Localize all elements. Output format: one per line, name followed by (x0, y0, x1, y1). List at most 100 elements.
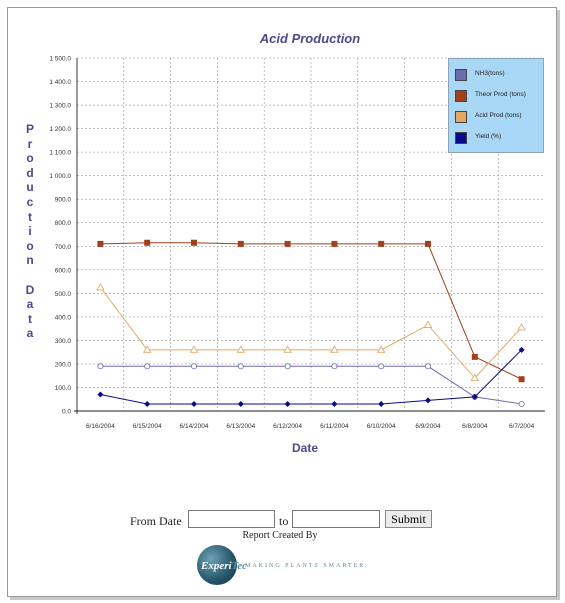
y-tick-label: 1 500.0 (49, 56, 71, 63)
x-tick-labels: 6/16/2004 6/15/2004 6/14/2004 6/13/2004 6/12… (86, 423, 535, 430)
y-tick-labels: 0.0 100.0 200.0 300.0 400.0 500.0 600.0 700.0 80… (49, 56, 71, 416)
to-date-input[interactable] (292, 510, 380, 528)
data-point (425, 240, 431, 247)
submit-button[interactable]: Submit (385, 510, 432, 528)
y-tick-label: 100.0 (55, 385, 72, 392)
x-tick-label: 6/8/2004 (462, 423, 488, 430)
y-tick-label: 400.0 (55, 314, 72, 321)
logo-name-accent: Tec (231, 560, 248, 572)
legend-swatch-yield (455, 132, 467, 144)
data-point (236, 345, 246, 353)
axes (74, 58, 545, 414)
data-point (517, 323, 526, 331)
data-point (331, 400, 338, 407)
y-tick-label: 1 300.0 (49, 103, 71, 110)
data-point (518, 346, 525, 353)
data-point (97, 391, 104, 398)
y-tick-label: 300.0 (55, 338, 72, 345)
x-tick-label: 6/12/2004 (273, 423, 302, 430)
series (96, 239, 526, 407)
series-1 (97, 239, 525, 383)
chart-title: Acid Production (259, 31, 361, 46)
legend: NH3(tons) Theor Prod (tons) Acid Prod (t… (448, 58, 544, 153)
report-credit: Report Created By (242, 530, 318, 541)
y-tick-label: 1 100.0 (49, 150, 71, 157)
legend-swatch-theor-prod (455, 90, 467, 102)
y-tick-label: 800.0 (55, 220, 72, 227)
data-point (425, 397, 431, 404)
y-tick-label: 600.0 (55, 267, 72, 274)
data-point (284, 363, 291, 370)
data-point (144, 239, 151, 246)
data-point (424, 363, 431, 370)
data-point (423, 320, 433, 329)
logo-tagline: MAKING PLANTS SMARTER (245, 563, 366, 569)
data-point (330, 345, 339, 353)
x-tick-label: 6/7/2004 (509, 423, 535, 430)
data-point (142, 345, 152, 353)
legend-swatch-nh3 (455, 69, 467, 81)
globe-icon (197, 545, 237, 585)
data-point (237, 240, 244, 247)
data-point (97, 363, 104, 370)
series-line (100, 287, 522, 379)
data-point (378, 400, 385, 407)
legend-label-yield: Yield (%) (475, 133, 502, 140)
data-point (144, 400, 151, 407)
y-tick-label: 500.0 (55, 291, 72, 298)
data-point (376, 345, 386, 353)
data-point (471, 353, 478, 360)
data-point (471, 393, 478, 400)
y-tick-label: 700.0 (55, 244, 72, 251)
data-point (191, 400, 197, 407)
x-tick-label: 6/11/2004 (320, 423, 349, 430)
x-tick-label: 6/15/2004 (133, 423, 162, 430)
data-point (237, 400, 244, 407)
data-point (331, 240, 338, 247)
data-point (470, 373, 480, 382)
series-line (100, 365, 522, 405)
legend-label-theor-prod: Theor Prod (tons) (475, 91, 526, 98)
x-tick-label: 6/13/2004 (226, 423, 255, 430)
data-point (144, 363, 151, 370)
data-point (283, 345, 292, 353)
logo-name-main: Experi (201, 560, 232, 572)
data-point (237, 363, 244, 370)
x-tick-label: 6/14/2004 (180, 423, 209, 430)
from-date-label: From Date (130, 514, 182, 528)
series-2 (96, 283, 526, 382)
legend-label-acid-prod: Acid Prod (tons) (475, 112, 522, 119)
data-point (97, 240, 104, 247)
data-point (378, 240, 385, 247)
data-point (518, 400, 525, 407)
y-axis-label: P r o d u c t i o n D a t a (25, 122, 35, 341)
data-point (518, 376, 525, 383)
x-axis-label: Date (291, 441, 318, 455)
y-tick-label: 0.0 (62, 409, 71, 416)
y-tick-label: 1 400.0 (49, 79, 71, 86)
x-tick-label: 6/10/2004 (367, 423, 396, 430)
from-date-input[interactable] (188, 510, 275, 528)
data-point (189, 345, 199, 353)
data-point (190, 363, 197, 370)
to-label: to (279, 514, 289, 528)
data-point (378, 363, 385, 370)
x-tick-label: 6/9/2004 (415, 423, 441, 430)
y-tick-label: 1 200.0 (49, 126, 71, 133)
series-line (100, 349, 522, 405)
series-3 (97, 346, 525, 407)
y-tick-label: 200.0 (55, 361, 72, 368)
data-point (284, 400, 291, 407)
y-tick-label: 900.0 (55, 197, 72, 204)
y-tick-label: 1 000.0 (49, 173, 71, 180)
logo-name: ExperiTec (201, 560, 247, 572)
experitec-logo: ExperiTec MAKING PLANTS SMARTER (197, 545, 377, 585)
grid (77, 57, 545, 411)
series-line (100, 242, 522, 380)
legend-swatch-acid-prod (455, 111, 467, 123)
data-point (331, 363, 338, 370)
x-tick-label: 6/16/2004 (86, 423, 115, 430)
data-point (96, 283, 105, 291)
legend-label-nh3: NH3(tons) (475, 70, 505, 77)
